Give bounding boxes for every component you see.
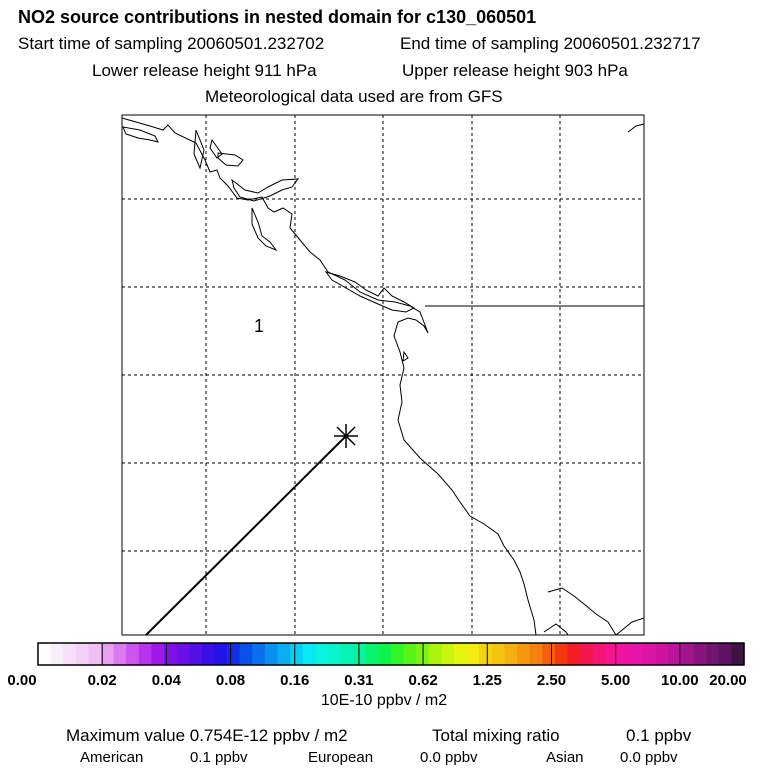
colorbar-ticks [101, 643, 681, 665]
asian-label: Asian [546, 749, 584, 766]
colorbar-units: 10E-10 ppbv / m2 [320, 692, 448, 709]
colorbar-cell [542, 643, 556, 665]
lat-lon-grid [122, 115, 644, 635]
colorbar-cell [693, 643, 707, 665]
colorbar-cell [605, 643, 619, 665]
colorbar-cell [164, 643, 178, 665]
colorbar-cell [365, 643, 379, 665]
colorbar-cell [391, 643, 405, 665]
colorbar-cell [466, 643, 480, 665]
colorbar-cell [353, 643, 367, 665]
colorbar-cell [655, 643, 669, 665]
trajectory-path [145, 435, 347, 636]
colorbar-cell [504, 643, 518, 665]
colorbar-cell [403, 643, 417, 665]
colorbar-cell [176, 643, 190, 665]
colorbar-label: 0.00 [7, 672, 37, 689]
start-time-label: Start time of sampling 20060501.232702 [18, 34, 325, 53]
american-label: American [80, 749, 144, 766]
colorbar-cell [151, 643, 165, 665]
colorbar-cell [580, 643, 594, 665]
colorbar-label: 10.00 [661, 672, 699, 689]
total-mixing-value: 0.1 ppbv [626, 726, 692, 745]
colorbar-label: 2.50 [536, 672, 567, 689]
colorbar-cell [38, 643, 52, 665]
colorbar-cell [101, 643, 115, 665]
european-value: 0.0 ppbv [420, 749, 478, 766]
colorbar-cell [239, 643, 253, 665]
colorbar-label: 0.16 [280, 672, 310, 689]
colorbar-cell [617, 643, 632, 665]
colorbar-cell [479, 643, 493, 665]
colorbar-cell [554, 643, 569, 665]
colorbar-cell [491, 643, 506, 665]
upper-release-label: Upper release height 903 hPa [402, 61, 628, 80]
colorbar-cell [290, 643, 304, 665]
colorbar-label: 0.02 [87, 672, 117, 689]
colorbar-cell [189, 643, 203, 665]
colorbar-cell [731, 643, 745, 665]
colorbar-cell [441, 643, 455, 665]
colorbar-cell [327, 643, 342, 665]
colorbar-label: 5.00 [601, 672, 631, 689]
colorbar-cell [630, 643, 644, 665]
colorbar-cell [592, 643, 606, 665]
colorbar-cell [706, 643, 720, 665]
max-value-label: Maximum value 0.754E-12 ppbv / m2 [66, 726, 348, 745]
colorbar-cell [302, 643, 316, 665]
region-label: 1 [254, 316, 264, 336]
colorbar-cell [378, 643, 392, 665]
colorbar-cell [252, 643, 266, 665]
colorbar-cell [138, 643, 153, 665]
colorbar-cell [264, 643, 279, 665]
american-value: 0.1 ppbv [190, 749, 248, 766]
colorbar-cell [63, 643, 77, 665]
colorbar-cell [454, 643, 468, 665]
colorbar-label: 0.31 [344, 672, 374, 689]
colorbar-cell [75, 643, 90, 665]
colorbar-label: 1.25 [472, 672, 502, 689]
colorbar-cell [315, 643, 329, 665]
colorbar-cell [201, 643, 216, 665]
end-time-label: End time of sampling 20060501.232717 [400, 34, 701, 53]
colorbar-label: 0.08 [215, 672, 246, 689]
colorbar-cell [88, 643, 102, 665]
colorbar-cell [517, 643, 531, 665]
colorbar-cell [567, 643, 581, 665]
lower-release-label: Lower release height 911 hPa [92, 61, 317, 80]
colorbar-cell [680, 643, 695, 665]
receptor-marker [334, 424, 358, 448]
colorbar-cell [668, 643, 682, 665]
map-title: NO2 source contributions in nested domai… [18, 7, 537, 27]
colorbar-cell [50, 643, 64, 665]
colorbar-cell [340, 643, 354, 665]
colorbar-cell [428, 643, 443, 665]
colorbar-cell [113, 643, 127, 665]
met-data-label: Meteorological data used are from GFS [205, 87, 503, 106]
colorbar-label: 20.00 [709, 672, 747, 689]
asian-value: 0.0 ppbv [620, 749, 678, 766]
colorbar-cell [126, 643, 140, 665]
colorbar-cell [643, 643, 657, 665]
colorbar [38, 643, 745, 665]
colorbar-label: 0.04 [151, 672, 181, 689]
colorbar-cell [529, 643, 543, 665]
colorbar-cell [718, 643, 732, 665]
colorbar-frame [37, 642, 745, 666]
coastline [121, 117, 645, 636]
colorbar-cell [227, 643, 241, 665]
colorbar-label: 0.62 [408, 672, 438, 689]
total-mixing-label: Total mixing ratio [432, 726, 560, 745]
colorbar-cell [214, 643, 228, 665]
european-label: European [308, 749, 374, 766]
colorbar-cell [277, 643, 291, 665]
